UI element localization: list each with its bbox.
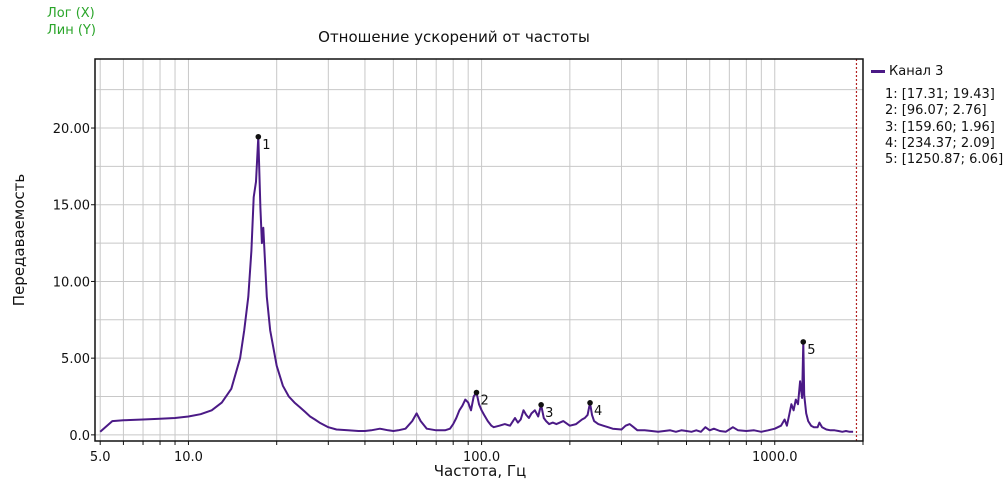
peak-label-1: 1 [262, 138, 270, 153]
legend: Канал 3 1: [17.31; 19.43] 2: [96.07; 2.7… [871, 64, 1003, 168]
y-axis-label: Передаваемость [10, 174, 28, 306]
x-tick-label: 1000.0 [752, 450, 798, 465]
y-tick-label: 20.00 [53, 122, 90, 137]
peak-label-3: 3 [545, 406, 553, 421]
peak-point-4 [587, 400, 593, 406]
chart-title: Отношение ускорений от частоты [318, 28, 590, 46]
peak-point-1 [255, 133, 262, 140]
y-tick-label: 5.00 [61, 352, 90, 367]
peak-readout-1: 1: [17.31; 19.43] [885, 87, 995, 102]
y-tick-label: 10.00 [53, 275, 90, 290]
plot-frame [94, 58, 864, 442]
peak-point-3 [538, 401, 544, 408]
x-tick-label: 100.0 [463, 450, 500, 465]
peak-label-4: 4 [594, 404, 602, 419]
grid-lines [95, 59, 864, 445]
peak-readout-4: 4: [234.37; 2.09] [885, 135, 995, 151]
peak-point-2 [473, 389, 480, 396]
peak-label-2: 2 [480, 394, 488, 409]
legend-series-name: Канал 3 [889, 64, 944, 79]
peak-markers: 1 2 3 4 5 [255, 133, 816, 421]
peak-readout-5: 5: [1250.87; 6.06] [885, 152, 1004, 168]
x-scale-mode-label[interactable]: Лог (X) [47, 6, 95, 21]
x-tick-label: 10.0 [174, 450, 203, 465]
series-line-channel-3 [99, 135, 854, 433]
x-axis-label: Частота, Гц [434, 462, 526, 480]
x-tick-label: 5.0 [90, 450, 111, 465]
y-tick-label: 0.0 [69, 429, 90, 444]
tick-labels: 5.0 10.0 100.0 1000.0 0.0 5.00 10.00 15.00 20.00 [53, 122, 798, 465]
series-swatch [871, 70, 885, 73]
y-scale-mode-label[interactable]: Лин (Y) [47, 23, 96, 38]
legend-entry[interactable]: Канал 3 [871, 64, 1003, 79]
y-tick-label: 15.00 [53, 199, 90, 214]
peak-readout-3: 3: [159.60; 1.96] [885, 119, 995, 135]
peak-readout-2: 2: [96.07; 2.76] [885, 103, 987, 119]
peak-label-5: 5 [807, 343, 815, 358]
peak-point-5 [800, 339, 807, 345]
series-layer [99, 135, 854, 433]
